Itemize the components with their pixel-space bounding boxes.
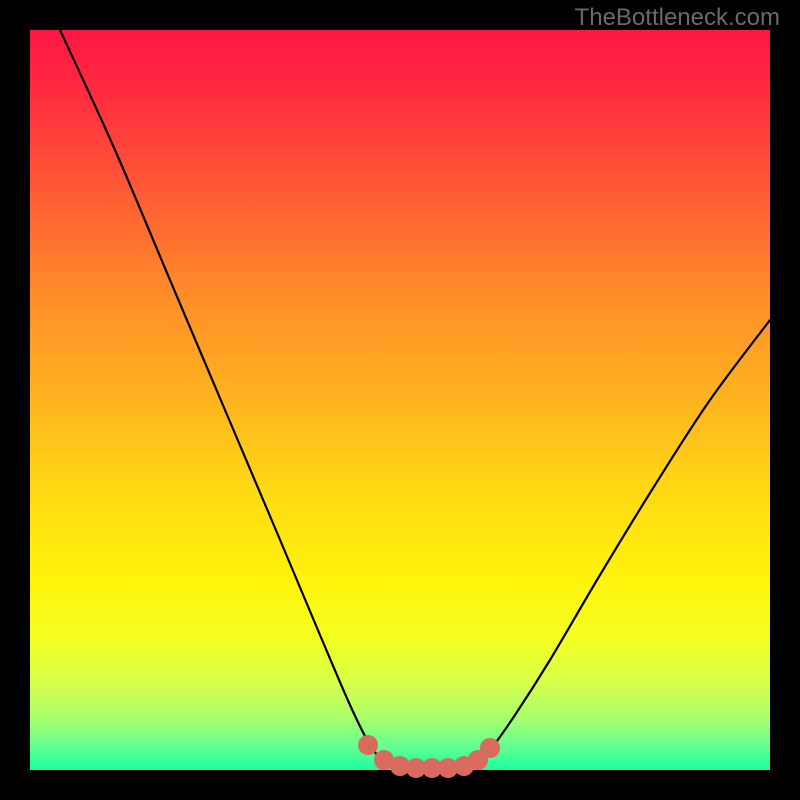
watermark-text: TheBottleneck.com	[575, 4, 780, 32]
highlight-marker	[480, 738, 500, 758]
chart-container: TheBottleneck.com	[0, 0, 800, 800]
plot-background	[30, 30, 770, 770]
highlight-marker	[358, 735, 378, 755]
bottleneck-chart	[0, 0, 800, 800]
